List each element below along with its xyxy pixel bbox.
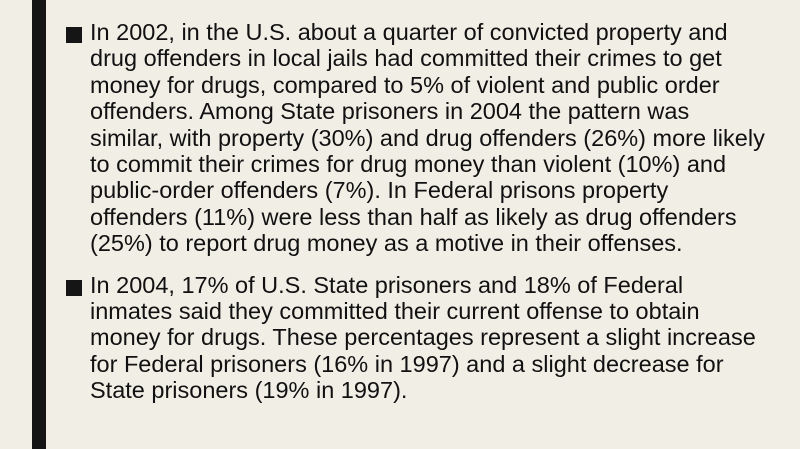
bullet-text: In 2004, 17% of U.S. State prisoners and… (90, 271, 756, 404)
bullet-item: In 2004, 17% of U.S. State prisoners and… (66, 272, 766, 404)
bullet-marker (66, 279, 82, 296)
accent-bar (32, 0, 46, 449)
bullet-item: In 2002, in the U.S. about a quarter of … (66, 19, 766, 257)
bullet-list: In 2002, in the U.S. about a quarter of … (66, 19, 766, 419)
bullet-marker (66, 27, 82, 43)
bullet-text: In 2002, in the U.S. about a quarter of … (90, 19, 765, 257)
